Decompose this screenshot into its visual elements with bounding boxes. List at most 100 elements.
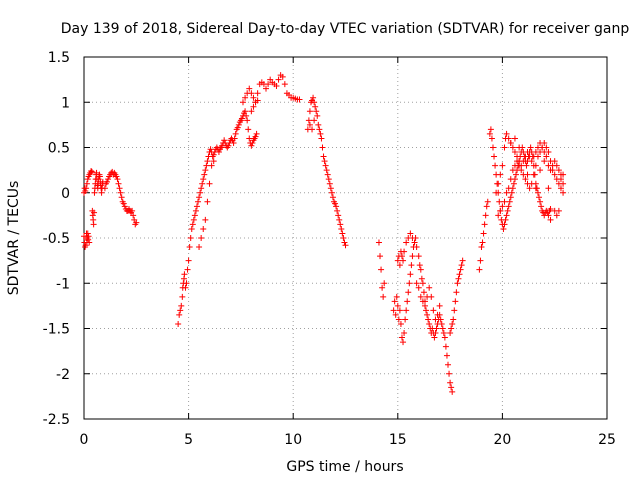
data-point [315,121,322,128]
data-point [560,180,567,187]
data-point [482,212,489,219]
data-point [407,230,414,237]
x-tick-label: 20 [493,432,511,448]
data-point [455,275,462,282]
data-point [396,307,403,314]
data-point [512,171,519,178]
data-point [198,185,205,192]
data-point [183,280,190,287]
data-point [196,194,203,201]
data-point [518,167,525,174]
data-point [398,334,405,341]
data-point [456,271,463,278]
data-point [539,144,546,151]
data-point [415,253,422,260]
data-point [496,198,503,205]
data-point [432,330,439,337]
data-point [244,117,251,124]
data-point [113,173,120,180]
data-point [446,370,453,377]
data-point [253,130,260,137]
data-point [423,307,430,314]
data-point [200,225,207,232]
data-point [334,207,341,214]
data-point [402,316,409,323]
data-point [499,203,506,210]
data-point [101,185,108,192]
data-point [133,219,140,226]
data-point [196,244,203,251]
data-point [419,280,426,287]
data-point [339,230,346,237]
data-point [254,90,261,97]
data-point [317,130,324,137]
data-point [328,189,335,196]
data-point [486,130,493,137]
data-point [553,162,560,169]
data-point [403,307,410,314]
data-point [396,262,403,269]
x-tick-label: 5 [184,432,193,448]
data-point [495,180,502,187]
data-point [530,171,537,178]
data-point [541,158,548,165]
data-point [175,320,182,327]
data-point [501,221,508,228]
data-point [281,81,288,88]
data-point [449,388,456,395]
data-point [557,176,564,183]
data-point [406,280,413,287]
y-tick-label: -1.5 [43,322,70,338]
data-point [545,185,552,192]
data-point [314,112,321,119]
data-point [400,339,407,346]
data-point [439,325,446,332]
data-point [319,144,326,151]
data-point [391,298,398,305]
data-point [177,307,184,314]
data-point [191,212,198,219]
data-point [200,176,207,183]
data-point [408,262,415,269]
y-tick-label: -2 [56,367,70,383]
data-point [329,194,336,201]
data-point [477,257,484,264]
data-point [311,99,318,106]
y-tick-label: 1 [61,95,70,111]
data-point [263,85,270,92]
data-point [311,117,318,124]
data-point [342,242,349,249]
data-point [83,185,90,192]
data-point [516,162,523,169]
data-point [309,126,316,133]
data-point [534,189,541,196]
data-point [551,171,558,178]
data-point [532,162,539,169]
data-point [248,108,255,115]
data-point [306,121,313,128]
data-point [305,117,312,124]
data-point [238,115,245,122]
data-point [484,198,491,205]
data-point [245,126,252,133]
data-point [413,244,420,251]
data-point [510,180,517,187]
data-point [403,239,410,246]
data-point [120,200,127,207]
data-point [248,142,255,149]
data-point [116,185,123,192]
y-tick-label: 1.5 [48,50,70,66]
data-point [207,146,214,153]
data-point [436,302,443,309]
data-point [506,198,513,205]
data-point [316,126,323,133]
data-point [206,180,213,187]
data-point [551,158,558,165]
data-point [105,176,112,183]
data-point [530,153,537,160]
data-point [437,316,444,323]
data-point [394,257,401,264]
data-point [409,235,416,241]
data-point [186,244,193,251]
